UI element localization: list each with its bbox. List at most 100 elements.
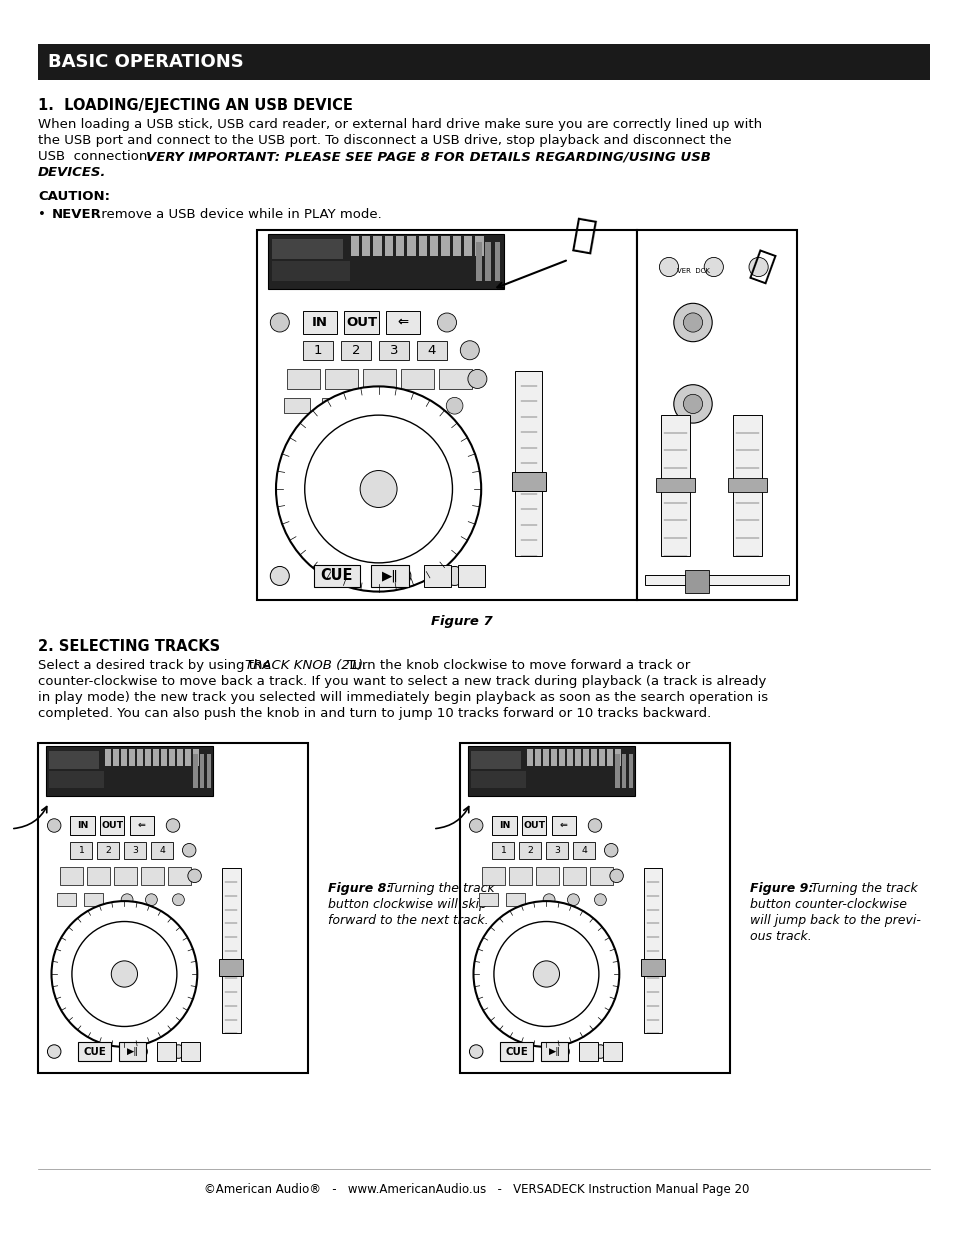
Circle shape [437, 312, 456, 332]
Text: Turning the track: Turning the track [384, 882, 495, 894]
Circle shape [556, 1045, 569, 1058]
Text: completed. You can also push the knob in and turn to jump 10 tracks forward or 1: completed. You can also push the knob in… [38, 706, 711, 720]
Bar [193, 748, 199, 766]
Bar [505, 893, 524, 906]
Bar [177, 748, 183, 766]
Bar [578, 1041, 598, 1061]
Bar [637, 230, 796, 600]
Bar [478, 893, 497, 906]
Bar [181, 1041, 200, 1061]
Text: in play mode) the new track you selected will immediately begin playback as soon: in play mode) the new track you selected… [38, 692, 767, 704]
Text: ⇐: ⇐ [397, 316, 409, 329]
Bar [508, 867, 531, 885]
Bar [471, 771, 525, 788]
Bar [152, 842, 172, 858]
Bar [100, 815, 124, 835]
Bar [615, 753, 618, 788]
Bar [136, 748, 143, 766]
Text: Select a desired track by using the: Select a desired track by using the [38, 659, 274, 672]
Bar [321, 399, 348, 414]
Text: ✋: ✋ [568, 215, 598, 256]
Bar [471, 751, 520, 768]
Circle shape [166, 819, 179, 832]
Text: OUT: OUT [101, 821, 123, 830]
Circle shape [172, 894, 184, 905]
Bar [71, 842, 91, 858]
Circle shape [609, 869, 622, 883]
Circle shape [469, 1045, 482, 1058]
Bar [38, 44, 929, 80]
Bar [485, 242, 491, 280]
Text: Figure 8:: Figure 8: [328, 882, 391, 894]
Text: CAUTION:: CAUTION: [38, 190, 110, 203]
Bar [558, 748, 564, 766]
Bar [145, 748, 151, 766]
Bar [598, 748, 604, 766]
Circle shape [673, 384, 712, 424]
Text: Turn the knob clockwise to move forward a track or: Turn the knob clockwise to move forward … [343, 659, 690, 672]
Bar [113, 867, 136, 885]
Bar [193, 753, 197, 788]
Bar [481, 867, 504, 885]
Bar [57, 893, 75, 906]
Bar [621, 753, 625, 788]
Text: ▶‖: ▶‖ [548, 1047, 560, 1056]
Text: NEVER: NEVER [52, 207, 102, 221]
Circle shape [71, 921, 176, 1026]
Circle shape [682, 394, 701, 414]
Circle shape [512, 1045, 526, 1058]
Bar [268, 233, 503, 289]
Text: ▶‖: ▶‖ [127, 1047, 138, 1056]
Bar [384, 236, 393, 256]
Text: button clockwise will skip: button clockwise will skip [328, 898, 486, 910]
Bar [84, 893, 103, 906]
Text: 2: 2 [105, 846, 111, 855]
Text: button counter-clockwise: button counter-clockwise [749, 898, 906, 910]
Bar [185, 748, 191, 766]
Bar [535, 748, 540, 766]
Text: 3: 3 [132, 846, 138, 855]
Bar [97, 842, 119, 858]
Circle shape [682, 312, 701, 332]
Bar [521, 815, 546, 835]
Bar [401, 369, 434, 389]
Bar [424, 564, 451, 587]
Circle shape [374, 398, 391, 414]
Circle shape [133, 1045, 147, 1058]
Bar [540, 1041, 567, 1061]
Text: the USB port and connect to the USB port. To disconnect a USB drive, stop playba: the USB port and connect to the USB port… [38, 135, 731, 147]
Bar [615, 748, 620, 766]
Text: 2. SELECTING TRACKS: 2. SELECTING TRACKS [38, 638, 220, 655]
Bar [302, 311, 336, 333]
Text: Turning the track: Turning the track [806, 882, 917, 894]
Circle shape [748, 257, 767, 277]
Circle shape [588, 819, 601, 832]
Bar [494, 242, 500, 280]
Bar [124, 842, 146, 858]
Circle shape [446, 398, 462, 414]
Text: IN: IN [312, 316, 328, 329]
Text: 2: 2 [527, 846, 533, 855]
Circle shape [51, 902, 197, 1047]
Circle shape [659, 257, 678, 277]
Circle shape [467, 369, 486, 389]
Bar [542, 748, 548, 766]
Text: 2: 2 [352, 343, 359, 357]
Text: BASIC OPERATIONS: BASIC OPERATIONS [48, 53, 244, 70]
Bar [283, 399, 310, 414]
Circle shape [270, 312, 289, 332]
Bar [660, 415, 689, 556]
Bar [38, 743, 308, 1073]
Circle shape [304, 415, 452, 563]
Bar [207, 753, 211, 788]
Bar [439, 369, 471, 389]
Bar [221, 868, 240, 1034]
Bar [476, 242, 481, 280]
Bar [684, 569, 708, 593]
Circle shape [594, 894, 606, 905]
Circle shape [188, 869, 201, 883]
Circle shape [275, 387, 480, 592]
Bar [351, 236, 358, 256]
Circle shape [494, 921, 598, 1026]
Bar [732, 415, 761, 556]
